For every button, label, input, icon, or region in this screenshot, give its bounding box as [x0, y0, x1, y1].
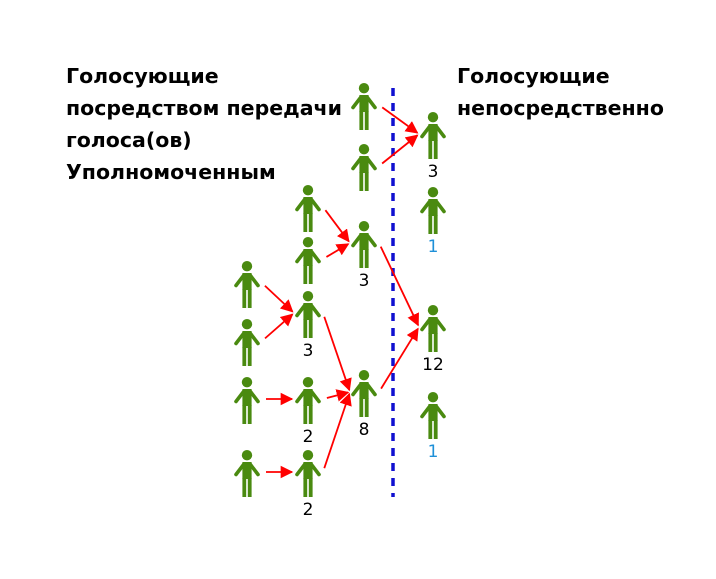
proxy-voters-heading-line-4: Уполномоченным	[66, 160, 276, 184]
vote-count-label: 1	[428, 442, 439, 462]
vote-count-label: 8	[359, 420, 370, 440]
proxy-voters-heading-line-1: Голосующие	[66, 64, 219, 88]
person-icon	[420, 305, 446, 352]
direct-voters-heading-line-1: Голосующие	[457, 64, 610, 88]
person-icon	[234, 450, 260, 497]
vote-count-label: 3	[428, 162, 439, 182]
proxy-voters-heading-line-2: посредством передачи	[66, 96, 342, 120]
person-icon	[420, 392, 446, 439]
delegation-arrow	[323, 316, 352, 392]
delegation-arrow	[324, 209, 350, 243]
delegation-arrow	[379, 246, 419, 327]
person-icon	[351, 370, 377, 417]
person-icon	[295, 450, 321, 497]
vote-count-label: 2	[303, 427, 314, 447]
person-icon	[420, 112, 446, 159]
person-icon	[234, 319, 260, 366]
person-icon	[351, 83, 377, 130]
delegation-arrow	[325, 243, 350, 258]
vote-counts: 3 1 3 3 2 8 2 12 1	[303, 162, 444, 520]
voters	[234, 83, 446, 497]
proxy-voters-heading-line-3: голоса(ов)	[66, 128, 192, 152]
delegation-arrow	[264, 285, 294, 313]
person-icon	[420, 187, 446, 234]
vote-count-label: 3	[303, 341, 314, 361]
delegation-arrows	[264, 106, 419, 479]
person-icon	[351, 144, 377, 191]
person-icon	[234, 261, 260, 308]
person-icon	[295, 291, 321, 338]
delegation-arrow	[380, 327, 419, 390]
vote-count-label: 3	[359, 271, 370, 291]
vote-count-label: 1	[428, 237, 439, 257]
delegation-arrow	[381, 134, 419, 165]
proxy-voters-heading: Голосующие посредством передачи голоса(о…	[66, 60, 342, 188]
direct-voters-heading-line-2: непосредственно	[457, 96, 664, 120]
person-icon	[234, 377, 260, 424]
person-icon	[295, 185, 321, 232]
person-icon	[295, 377, 321, 424]
delegation-arrow	[381, 106, 419, 134]
person-icon	[295, 237, 321, 284]
vote-count-label: 2	[303, 500, 314, 520]
direct-voters-heading: Голосующие непосредственно	[457, 60, 664, 124]
vote-count-label: 12	[422, 355, 444, 375]
delegation-arrow	[323, 392, 352, 469]
person-icon	[351, 221, 377, 268]
delegation-arrow	[326, 389, 350, 402]
delegation-arrow	[264, 313, 294, 340]
